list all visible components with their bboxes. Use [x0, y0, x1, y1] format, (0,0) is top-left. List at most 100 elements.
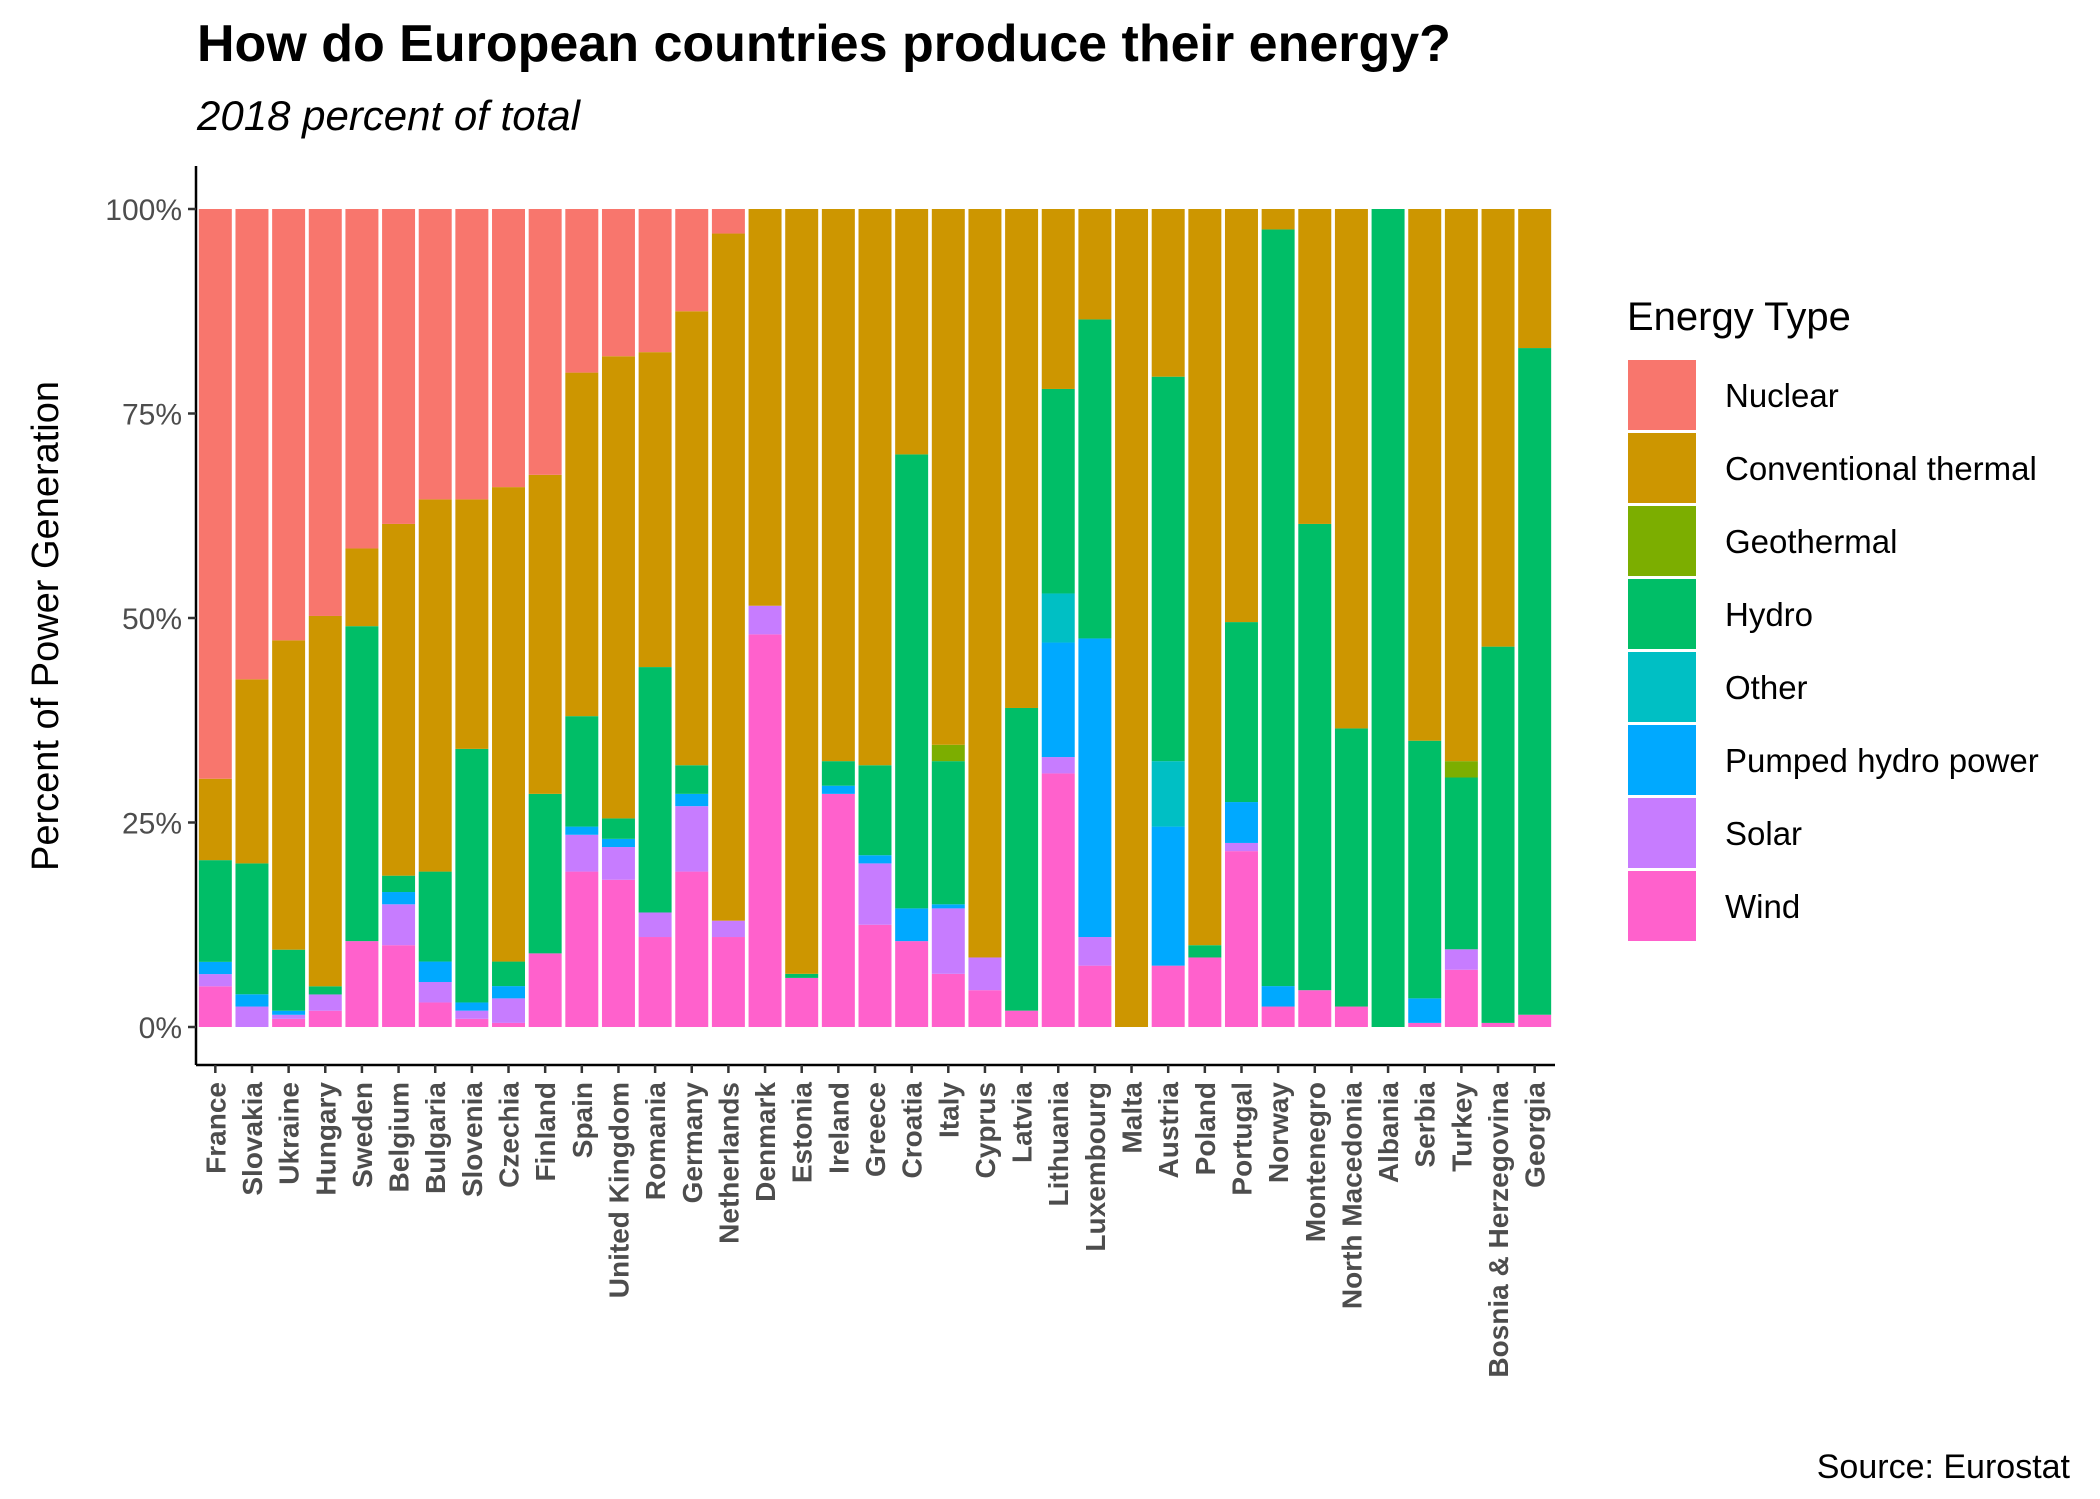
x-tick-label: Croatia: [897, 1082, 928, 1179]
bar-segment: [345, 209, 379, 549]
bar-segment: [345, 548, 379, 627]
y-tick-label: 100%: [105, 194, 182, 227]
bar-segment: [601, 209, 635, 357]
bar-segment: [968, 957, 1002, 991]
y-tick-label: 25%: [122, 808, 182, 841]
bar-segment: [675, 806, 709, 872]
bars-layer: [198, 209, 1552, 1027]
bar-segment: [1041, 209, 1075, 389]
bar-segment: [858, 924, 892, 1027]
x-tick-label: Slovenia: [457, 1082, 488, 1198]
y-tick-label: 0%: [139, 1012, 182, 1045]
bar-segment: [931, 744, 965, 762]
legend-label: Conventional thermal: [1725, 450, 2037, 487]
bar-segment: [345, 941, 379, 1027]
legend-title: Energy Type: [1627, 295, 1851, 339]
x-tick-label: Finland: [530, 1082, 561, 1182]
bar-segment: [638, 352, 672, 668]
bar-segment: [382, 945, 416, 1027]
bar-segment: [1224, 622, 1258, 803]
bar-segment: [565, 716, 599, 827]
bar-segment: [308, 615, 342, 987]
x-tick-label: Germany: [677, 1082, 708, 1204]
bar-segment: [492, 998, 525, 1023]
bar-segment: [1041, 773, 1075, 1027]
bar-segment: [821, 761, 855, 786]
legend-swatch: [1628, 725, 1696, 795]
bar-segment: [1078, 937, 1112, 966]
bar-segment: [638, 937, 672, 1027]
bar-segment: [1151, 761, 1185, 827]
x-tick-label: Cyprus: [970, 1082, 1001, 1178]
bar-segment: [235, 679, 269, 864]
bar-segment: [565, 372, 599, 717]
bar-segment: [1188, 209, 1222, 946]
bar-segment: [858, 209, 892, 766]
bar-segment: [1151, 376, 1185, 762]
legend-swatch: [1628, 871, 1696, 941]
bar-segment: [382, 209, 416, 524]
bar-segment: [418, 961, 452, 983]
bar-segment: [1188, 945, 1222, 958]
bar-segment: [895, 908, 929, 942]
bar-segment: [821, 793, 855, 1027]
legend-swatch: [1628, 579, 1696, 649]
bar-segment: [528, 474, 562, 794]
chart-caption: Source: Eurostat: [1816, 1448, 2070, 1486]
x-tick-label: Poland: [1190, 1082, 1221, 1175]
bar-segment: [198, 961, 232, 975]
bar-segment: [1444, 969, 1478, 1027]
legend-label: Other: [1725, 669, 1808, 706]
bar-segment: [565, 826, 599, 835]
bar-segment: [1261, 986, 1295, 1007]
bar-segment: [601, 847, 635, 880]
x-tick-label: Albania: [1373, 1082, 1404, 1184]
bar-segment: [1224, 209, 1258, 623]
bar-segment: [1408, 1022, 1442, 1027]
bar-segment: [455, 499, 489, 749]
bar-segment: [1334, 728, 1368, 1007]
bar-segment: [235, 1006, 269, 1027]
bar-segment: [382, 523, 416, 876]
bar-segment: [821, 785, 855, 794]
bar-segment: [1078, 965, 1112, 1027]
legend-label: Pumped hydro power: [1725, 742, 2039, 779]
bar-segment: [895, 454, 929, 909]
bar-segment: [198, 860, 232, 962]
bar-segment: [601, 838, 635, 848]
legend: Energy Type Nuclear Conventional thermal Ge…: [1627, 295, 2039, 941]
x-tick-label: Romania: [640, 1082, 671, 1201]
bar-segment: [895, 941, 929, 1027]
bar-segment: [1518, 348, 1552, 1015]
x-tick-label: Estonia: [787, 1082, 818, 1184]
bar-segment: [455, 1002, 489, 1011]
bar-segment: [198, 974, 232, 987]
x-tick-label: Georgia: [1520, 1082, 1551, 1188]
bar-segment: [1298, 209, 1332, 524]
bar-segment: [272, 209, 306, 641]
bar-segment: [968, 209, 1002, 958]
x-tick-label: Luxembourg: [1080, 1082, 1111, 1252]
bar-segment: [1041, 642, 1075, 758]
bar-segment: [1041, 388, 1075, 594]
bar-segment: [821, 209, 855, 762]
bar-segment: [528, 953, 562, 1027]
bar-segment: [931, 904, 965, 909]
bar-segment: [492, 209, 525, 488]
legend-label: Solar: [1725, 815, 1802, 852]
x-tick-label: Austria: [1153, 1082, 1184, 1179]
bar-segment: [455, 748, 489, 1003]
bar-segment: [1371, 209, 1405, 1027]
x-tick-label: Montenegro: [1300, 1082, 1331, 1242]
bar-segment: [748, 209, 782, 606]
x-tick-label: Slovakia: [237, 1082, 268, 1196]
bar-segment: [418, 871, 452, 962]
bar-segment: [895, 209, 929, 455]
bar-segment: [272, 1018, 306, 1027]
bar-segment: [601, 818, 635, 839]
bar-segment: [675, 793, 709, 807]
x-tick-label: Malta: [1117, 1082, 1148, 1154]
legend-label: Geothermal: [1725, 523, 1897, 560]
bar-segment: [455, 209, 489, 500]
bar-segment: [1444, 209, 1478, 762]
